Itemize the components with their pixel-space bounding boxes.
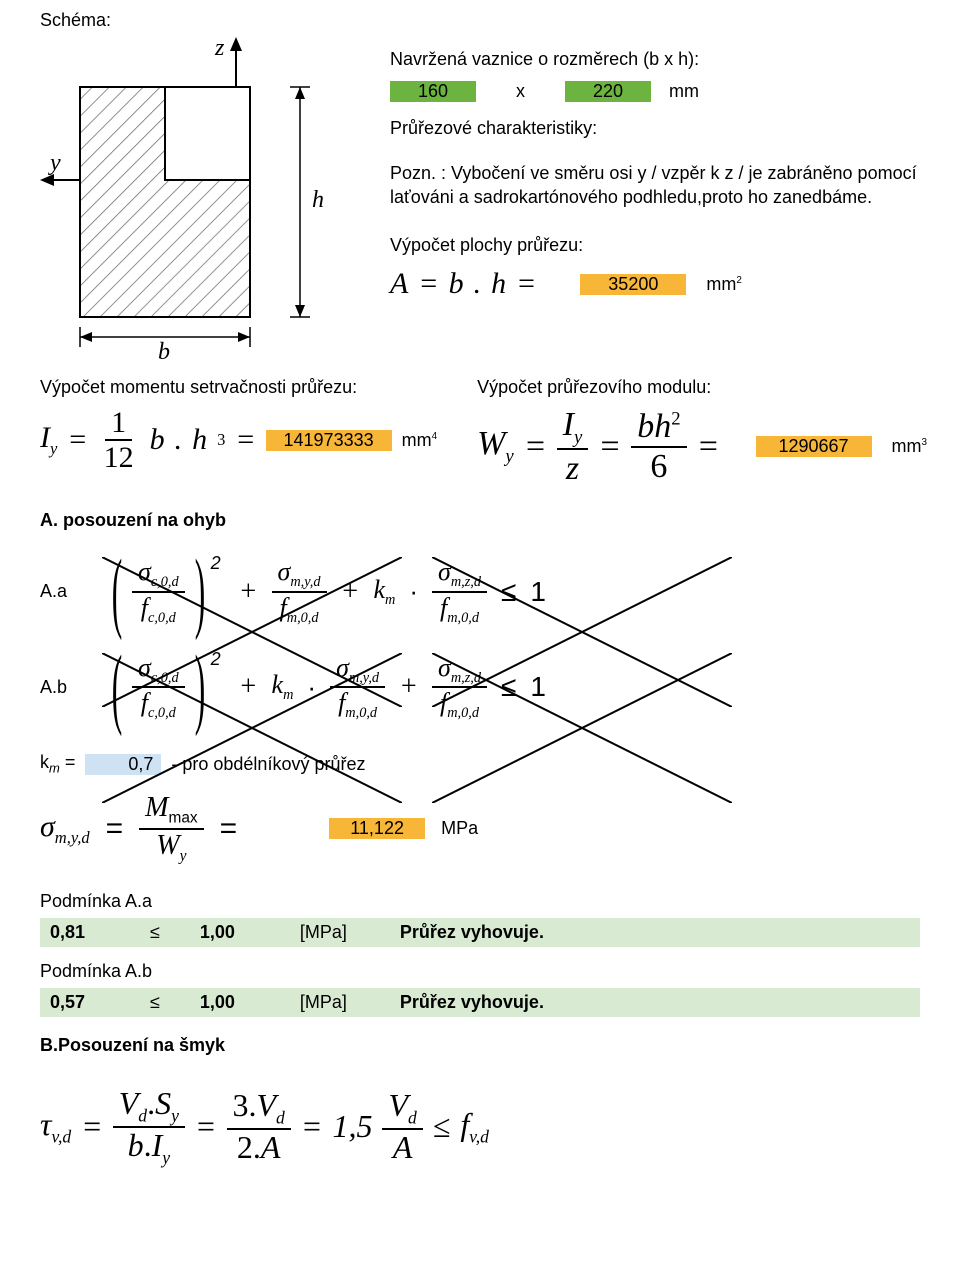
podminka-Aa-label: Podmínka A.a	[40, 891, 920, 912]
right-column: Navržená vaznice o rozměrech (b x h): 16…	[390, 37, 920, 367]
km-eq: =	[65, 752, 76, 772]
Iy-value: 141973333	[266, 430, 392, 451]
cond-Ab-lhs: 0,57	[50, 992, 110, 1013]
navrzena-line: Navržená vaznice o rozměrech (b x h):	[390, 47, 920, 71]
cond-row-Aa: 0,81 ≤ 1,00 [MPa] Průřez vyhovuje.	[40, 918, 920, 947]
A-posouzeni-head: A. posouzení na ohyb	[40, 510, 920, 531]
ineq-Ab: A.b ( σc,0,d fc,0,d ) 2 + km · σm,y,d fm…	[40, 653, 920, 723]
cond-Ab-rhs: 1,00	[200, 992, 260, 1013]
leq-2: ≤	[150, 992, 160, 1013]
km-k: k	[40, 752, 49, 772]
top-row: z y b h Navr	[40, 37, 920, 367]
mm3-label: mm	[892, 436, 922, 456]
eq-tau: τv,d = Vd.Sy b.Iy = 3.Vd 2.A = 1,5 Vd A …	[40, 1086, 920, 1167]
mm4-label: mm	[402, 430, 432, 450]
schema-label: Schéma:	[40, 10, 920, 31]
plochy-label: Výpočet plochy průřezu:	[390, 233, 920, 257]
km-value: 0,7	[85, 754, 161, 775]
dim-h-label: h	[312, 187, 324, 213]
cond-Aa-lhs: 0,81	[50, 922, 110, 943]
sigma-value: 11,122	[329, 818, 425, 839]
Aa-label: A.a	[40, 581, 88, 602]
iy-wy-row: Výpočet momentu setrvačnosti průřezu: Iy…	[40, 377, 920, 492]
mm2-label: mm	[706, 274, 736, 294]
moment-setrv-label: Výpočet momentu setrvačnosti průřezu:	[40, 377, 437, 398]
eq-area: A = b.h = 35200 mm2	[390, 267, 920, 301]
schema-figure: z y b h	[40, 37, 360, 367]
axis-y-label: y	[48, 150, 61, 176]
B-posouzeni-head: B.Posouzení na šmyk	[40, 1035, 920, 1056]
podminka-Ab-label: Podmínka A.b	[40, 961, 920, 982]
ineq-Aa: A.a ( σc,0,d fc,0,d ) 2 + σm,y,d fm,0,d …	[40, 557, 920, 627]
axis-z-label: z	[214, 37, 225, 61]
Wy-value: 1290667	[756, 436, 872, 457]
vyhovuje-1: Průřez vyhovuje.	[400, 922, 544, 943]
mpa-1: MPa	[441, 818, 478, 839]
dim-b-label: b	[158, 339, 170, 365]
mm-label-1: mm	[669, 81, 699, 102]
unit-mpa-1: [MPa]	[300, 922, 360, 943]
prurezoviho-modulu-label: Výpočet průřezovího modulu:	[477, 377, 927, 398]
pozn: Pozn. : Vybočení ve směru osi y / vzpěr …	[390, 161, 920, 210]
dim-b-value: 160	[390, 81, 476, 102]
cond-row-Ab: 0,57 ≤ 1,00 [MPa] Průřez vyhovuje.	[40, 988, 920, 1017]
km-line: km = 0,7 - pro obdélníkový průřez	[40, 752, 920, 776]
sigma-line: σm,y,d = Mmax Wy = 11,122 MPa	[40, 792, 920, 865]
eq-wy: Wy = Iy z = bh2 6 = 1290667 mm3	[477, 406, 927, 488]
leq-1: ≤	[150, 922, 160, 943]
prurez-char: Průřezové charakteristiky:	[390, 116, 920, 140]
km-note: - pro obdélníkový průřez	[171, 754, 365, 775]
dim-h-value: 220	[565, 81, 651, 102]
Ab-label: A.b	[40, 677, 88, 698]
schema-svg: z y b h	[40, 37, 360, 367]
vyhovuje-2: Průřez vyhovuje.	[400, 992, 544, 1013]
cond-Aa-rhs: 1,00	[200, 922, 260, 943]
eq-iy: Iy = 1 12 b.h3 =141973333 mm4	[40, 406, 437, 474]
unit-mpa-2: [MPa]	[300, 992, 360, 1013]
km-m: m	[49, 761, 60, 776]
A-value: 35200	[580, 274, 686, 295]
dims-line: 160 x 220 mm	[390, 81, 920, 102]
x-label: x	[516, 81, 525, 102]
